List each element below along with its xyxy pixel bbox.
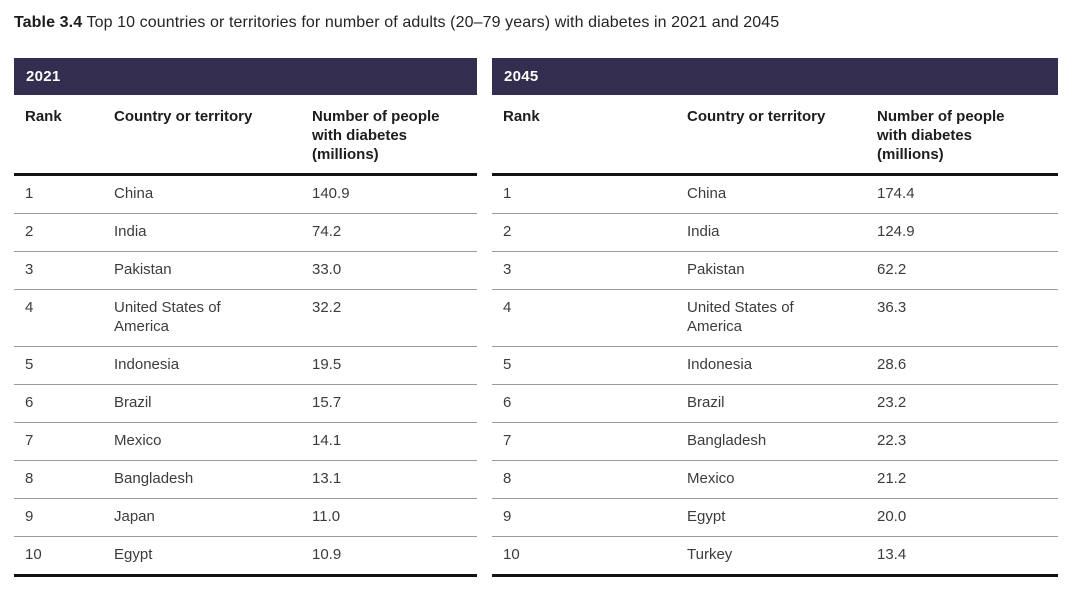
table-2045-body: 1 China 174.4 2 India 124.9 3 Pakistan 6… — [492, 174, 1058, 577]
value-cell: 32.2 — [312, 289, 477, 347]
value-cell: 20.0 — [877, 498, 1058, 537]
value-cell: 140.9 — [312, 174, 477, 214]
value-cell: 13.4 — [877, 536, 1058, 577]
rank-cell: 2 — [14, 213, 114, 252]
table-number-label: Table 3.4 — [14, 14, 83, 31]
rank-cell: 2 — [492, 213, 687, 252]
value-cell: 62.2 — [877, 251, 1058, 290]
table-row: 8 Bangladesh 13.1 — [14, 460, 477, 499]
table-row: 5 Indonesia 19.5 — [14, 346, 477, 385]
table-row: 6 Brazil 15.7 — [14, 384, 477, 423]
value-cell: 21.2 — [877, 460, 1058, 499]
value-cell: 19.5 — [312, 346, 477, 385]
value-cell: 15.7 — [312, 384, 477, 423]
country-cell: Mexico — [687, 460, 877, 499]
country-cell: Pakistan — [114, 251, 312, 290]
value-cell: 10.9 — [312, 536, 477, 577]
table-row: 1 China 140.9 — [14, 174, 477, 214]
country-cell: China — [114, 174, 312, 214]
table-2045: 2045 Rank Country or territory Number of… — [492, 58, 1058, 577]
value-cell: 23.2 — [877, 384, 1058, 423]
country-cell: Brazil — [114, 384, 312, 423]
value-cell: 36.3 — [877, 289, 1058, 347]
rank-cell: 9 — [492, 498, 687, 537]
value-cell: 22.3 — [877, 422, 1058, 461]
rank-cell: 3 — [14, 251, 114, 290]
rank-cell: 3 — [492, 251, 687, 290]
rank-cell: 7 — [492, 422, 687, 461]
country-cell: Bangladesh — [114, 460, 312, 499]
table-2045-header: Rank Country or territory Number of peop… — [492, 95, 1058, 176]
value-cell: 74.2 — [312, 213, 477, 252]
rank-cell: 4 — [14, 289, 114, 347]
country-cell: Indonesia — [687, 346, 877, 385]
country-cell: China — [687, 174, 877, 214]
table-caption-text: Top 10 countries or territories for numb… — [86, 14, 780, 31]
rank-cell: 4 — [492, 289, 687, 347]
column-header-number: Number of people with diabetes (millions… — [877, 95, 1058, 176]
value-cell: 28.6 — [877, 346, 1058, 385]
country-cell: India — [114, 213, 312, 252]
rank-cell: 8 — [492, 460, 687, 499]
country-cell: Turkey — [687, 536, 877, 577]
country-cell: United States of America — [687, 289, 877, 347]
value-cell: 14.1 — [312, 422, 477, 461]
country-cell: United States of America — [114, 289, 312, 347]
table-row: 9 Japan 11.0 — [14, 498, 477, 537]
country-cell: Indonesia — [114, 346, 312, 385]
table-row: 2 India 74.2 — [14, 213, 477, 252]
rank-cell: 10 — [14, 536, 114, 577]
table-row: 4 United States of America 32.2 — [14, 289, 477, 347]
country-cell: Mexico — [114, 422, 312, 461]
rank-cell: 7 — [14, 422, 114, 461]
column-header-rank: Rank — [14, 95, 114, 176]
country-cell: Pakistan — [687, 251, 877, 290]
column-header-number: Number of people with diabetes (millions… — [312, 95, 477, 176]
country-cell: India — [687, 213, 877, 252]
rank-cell: 6 — [492, 384, 687, 423]
rank-cell: 9 — [14, 498, 114, 537]
table-row: 10 Turkey 13.4 — [492, 536, 1058, 577]
table-title: Table 3.4 Top 10 countries or territorie… — [14, 12, 1066, 34]
table-row: 10 Egypt 10.9 — [14, 536, 477, 577]
country-cell: Brazil — [687, 384, 877, 423]
rank-cell: 1 — [14, 174, 114, 214]
rank-cell: 5 — [492, 346, 687, 385]
rank-cell: 6 — [14, 384, 114, 423]
table-row: 7 Bangladesh 22.3 — [492, 422, 1058, 461]
table-2021-body: 1 China 140.9 2 India 74.2 3 Pakistan 33… — [14, 174, 477, 577]
column-header-rank: Rank — [492, 95, 687, 176]
table-row: 3 Pakistan 62.2 — [492, 251, 1058, 290]
rank-cell: 8 — [14, 460, 114, 499]
value-cell: 174.4 — [877, 174, 1058, 214]
table-2021: 2021 Rank Country or territory Number of… — [14, 58, 477, 577]
year-band-2021: 2021 — [14, 58, 477, 95]
column-header-country: Country or territory — [687, 95, 877, 176]
table-row: 6 Brazil 23.2 — [492, 384, 1058, 423]
table-row: 8 Mexico 21.2 — [492, 460, 1058, 499]
country-cell: Egypt — [687, 498, 877, 537]
value-cell: 11.0 — [312, 498, 477, 537]
rank-cell: 1 — [492, 174, 687, 214]
value-cell: 33.0 — [312, 251, 477, 290]
value-cell: 124.9 — [877, 213, 1058, 252]
country-cell: Bangladesh — [687, 422, 877, 461]
year-band-2045: 2045 — [492, 58, 1058, 95]
country-cell: Egypt — [114, 536, 312, 577]
table-row: 1 China 174.4 — [492, 174, 1058, 214]
rank-cell: 10 — [492, 536, 687, 577]
table-row: 4 United States of America 36.3 — [492, 289, 1058, 347]
column-header-country: Country or territory — [114, 95, 312, 176]
table-row: 3 Pakistan 33.0 — [14, 251, 477, 290]
table-row: 2 India 124.9 — [492, 213, 1058, 252]
table-row: 5 Indonesia 28.6 — [492, 346, 1058, 385]
tables-container: 2021 Rank Country or territory Number of… — [14, 58, 1066, 577]
country-cell: Japan — [114, 498, 312, 537]
value-cell: 13.1 — [312, 460, 477, 499]
table-row: 9 Egypt 20.0 — [492, 498, 1058, 537]
table-row: 7 Mexico 14.1 — [14, 422, 477, 461]
rank-cell: 5 — [14, 346, 114, 385]
table-2021-header: Rank Country or territory Number of peop… — [14, 95, 477, 176]
